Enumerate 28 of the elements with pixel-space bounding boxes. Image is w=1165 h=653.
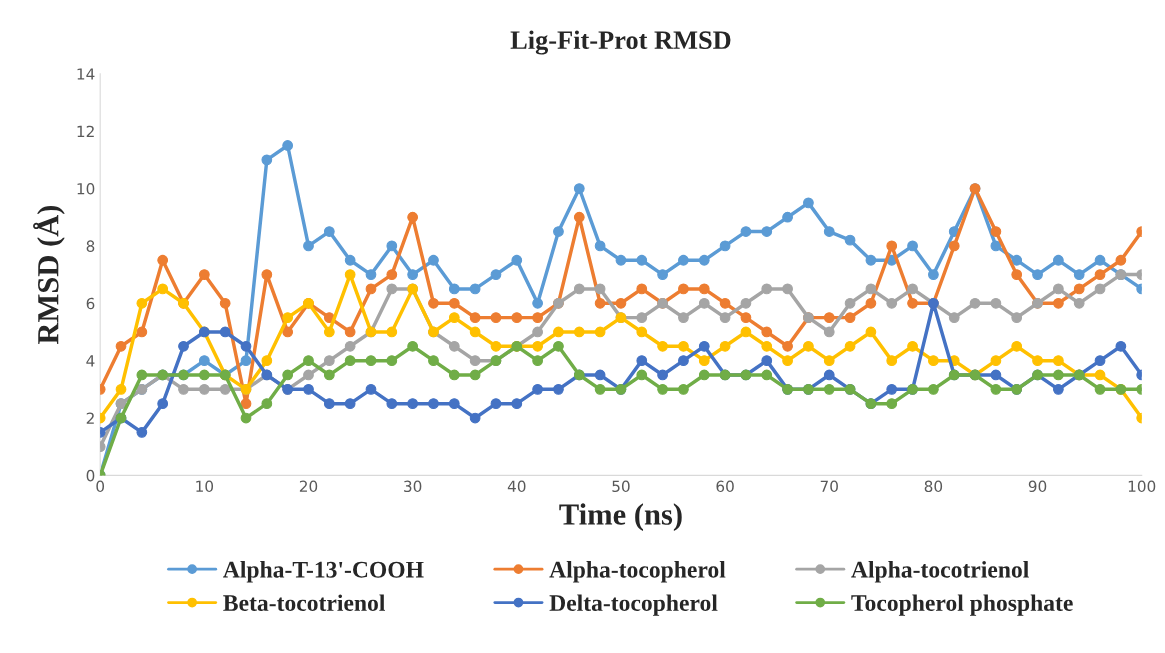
x-tick-label: 50: [612, 480, 630, 493]
legend-label: Alpha-T-13'-COOH: [223, 561, 424, 583]
x-tick-label: 60: [716, 480, 734, 493]
x-tick-label: 90: [1028, 480, 1047, 493]
y-tick-label: 10: [77, 183, 95, 195]
x-tick-label: 40: [507, 480, 526, 493]
legend-label: Tocopherol phosphate: [851, 594, 1073, 616]
y-tick-label: 2: [86, 412, 94, 424]
y-axis-title: RMSD (Å): [33, 205, 65, 345]
x-tick-label: 0: [96, 480, 105, 493]
x-tick-label: 30: [404, 480, 422, 493]
y-tick-label: 0: [86, 469, 95, 482]
legend-label: Delta-tocopherol: [549, 594, 718, 616]
y-tick-label: 4: [86, 355, 95, 367]
x-axis-title: Time (ns): [559, 503, 682, 532]
legend-label: Alpha-tocopherol: [549, 561, 726, 583]
x-tick-label: 20: [299, 480, 318, 493]
x-tick-label: 80: [924, 480, 943, 493]
legend-label: Beta-tocotrienol: [223, 594, 386, 612]
chart-title: Lig-Fit-Prot RMSD: [510, 30, 731, 55]
y-tick-label: 14: [77, 68, 95, 80]
x-tick-label: 10: [196, 480, 214, 493]
x-tick-label: 70: [820, 480, 838, 493]
x-tick-label: 100: [1128, 480, 1156, 493]
legend-label: Alpha-tocotrienol: [851, 561, 1029, 583]
y-tick-label: 12: [77, 125, 94, 137]
y-tick-label: 8: [86, 240, 95, 252]
y-tick-label: 6: [86, 297, 95, 310]
